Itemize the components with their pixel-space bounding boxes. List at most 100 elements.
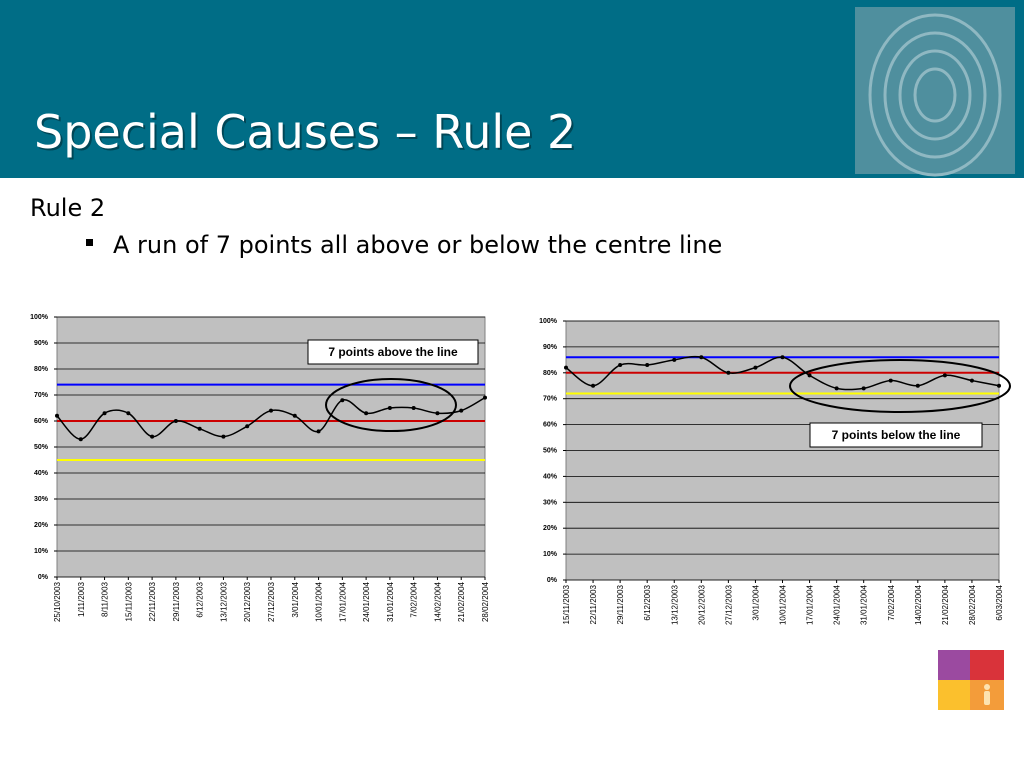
x-tick-label: 3/01/2004 xyxy=(291,581,300,617)
x-tick-label: 27/12/2003 xyxy=(724,584,733,625)
y-tick-label: 20% xyxy=(543,525,558,532)
header-band xyxy=(0,0,1024,178)
data-point xyxy=(150,434,155,439)
data-point xyxy=(780,355,785,360)
x-tick-label: 25/10/2003 xyxy=(53,581,62,622)
x-tick-label: 10/01/2004 xyxy=(779,584,788,625)
y-tick-label: 80% xyxy=(34,366,49,373)
slide-title: Special Causes – Rule 2 xyxy=(34,105,576,159)
y-tick-label: 50% xyxy=(543,448,558,455)
fingerprint-image xyxy=(855,7,1015,177)
data-point xyxy=(942,373,947,378)
data-point xyxy=(364,411,369,416)
x-tick-label: 6/12/2003 xyxy=(196,581,205,617)
x-tick-label: 24/01/2004 xyxy=(362,581,371,622)
y-tick-label: 70% xyxy=(34,392,49,399)
y-tick-label: 40% xyxy=(34,470,49,477)
data-point xyxy=(173,419,178,423)
data-point xyxy=(672,357,677,362)
x-tick-label: 29/11/2003 xyxy=(172,581,181,621)
x-tick-label: 22/11/2003 xyxy=(589,584,598,624)
data-point xyxy=(435,411,440,416)
x-tick-label: 14/02/2004 xyxy=(914,584,923,625)
data-point xyxy=(888,378,893,383)
data-point xyxy=(861,386,866,391)
logo xyxy=(938,650,1004,710)
x-tick-label: 20/12/2003 xyxy=(697,584,706,625)
x-tick-label: 7/02/2004 xyxy=(887,584,896,620)
y-tick-label: 70% xyxy=(543,396,558,403)
bullet xyxy=(86,239,93,246)
x-tick-label: 28/02/2004 xyxy=(968,584,977,625)
data-point xyxy=(483,395,487,400)
y-tick-label: 30% xyxy=(543,499,558,506)
x-tick-label: 31/01/2004 xyxy=(386,581,395,622)
data-point xyxy=(340,398,345,403)
data-point xyxy=(126,411,131,416)
data-point xyxy=(316,429,321,434)
data-point xyxy=(969,378,974,383)
x-tick-label: 21/02/2004 xyxy=(941,584,950,625)
data-point xyxy=(834,386,839,391)
data-point xyxy=(459,408,464,413)
highlight-ellipse xyxy=(789,359,1011,413)
data-point xyxy=(102,411,107,416)
x-tick-label: 6/12/2003 xyxy=(643,584,652,620)
y-tick-label: 40% xyxy=(543,473,558,480)
y-tick-label: 100% xyxy=(30,314,49,321)
data-point xyxy=(55,413,59,418)
data-point xyxy=(645,363,650,368)
x-tick-label: 28/02/2004 xyxy=(481,581,490,622)
y-tick-label: 100% xyxy=(539,318,558,325)
data-point xyxy=(618,363,623,368)
x-tick-label: 14/02/2004 xyxy=(433,581,442,622)
x-tick-label: 29/11/2003 xyxy=(616,584,625,624)
data-point xyxy=(221,434,226,439)
x-tick-label: 17/01/2004 xyxy=(806,584,815,625)
x-tick-label: 13/12/2003 xyxy=(219,581,228,622)
body-heading: Rule 2 xyxy=(30,194,105,222)
bullet-text: A run of 7 points all above or below the… xyxy=(113,231,722,259)
x-tick-label: 22/11/2003 xyxy=(148,581,157,621)
x-tick-label: 24/01/2004 xyxy=(833,584,842,625)
x-tick-label: 15/11/2003 xyxy=(124,581,133,621)
data-point xyxy=(726,370,731,375)
data-point xyxy=(245,424,250,429)
y-tick-label: 30% xyxy=(34,496,49,503)
x-tick-label: 20/12/2003 xyxy=(243,581,252,622)
y-tick-label: 90% xyxy=(543,344,558,351)
x-tick-label: 7/02/2004 xyxy=(410,581,419,617)
x-tick-label: 10/01/2004 xyxy=(315,581,324,622)
data-point xyxy=(411,406,416,410)
x-tick-label: 3/01/2004 xyxy=(751,584,760,620)
x-tick-label: 21/02/2004 xyxy=(457,581,466,622)
x-tick-label: 17/01/2004 xyxy=(338,581,347,622)
annotation: 7 points above the line xyxy=(328,345,458,359)
data-point xyxy=(699,355,704,360)
x-tick-label: 31/01/2004 xyxy=(860,584,869,625)
annotation-box xyxy=(809,422,983,448)
data-point xyxy=(292,413,297,418)
y-tick-label: 20% xyxy=(34,522,49,529)
y-tick-label: 60% xyxy=(543,422,558,429)
x-tick-label: 6/03/2004 xyxy=(995,584,1004,620)
y-tick-label: 50% xyxy=(34,444,49,451)
y-tick-label: 80% xyxy=(543,370,558,377)
y-tick-label: 60% xyxy=(34,418,49,425)
annotation-box xyxy=(307,339,479,365)
data-point xyxy=(269,408,273,413)
x-tick-label: 27/12/2003 xyxy=(267,581,276,622)
data-point xyxy=(387,406,392,410)
y-tick-label: 0% xyxy=(38,574,49,581)
highlight-ellipse xyxy=(325,378,457,432)
data-point xyxy=(753,365,758,370)
data-point xyxy=(591,383,596,388)
data-point xyxy=(915,383,920,388)
y-tick-label: 10% xyxy=(543,551,558,558)
data-point xyxy=(997,383,1001,388)
data-point xyxy=(197,426,202,431)
y-tick-label: 0% xyxy=(547,577,558,584)
x-tick-label: 13/12/2003 xyxy=(670,584,679,625)
data-point xyxy=(807,373,812,378)
